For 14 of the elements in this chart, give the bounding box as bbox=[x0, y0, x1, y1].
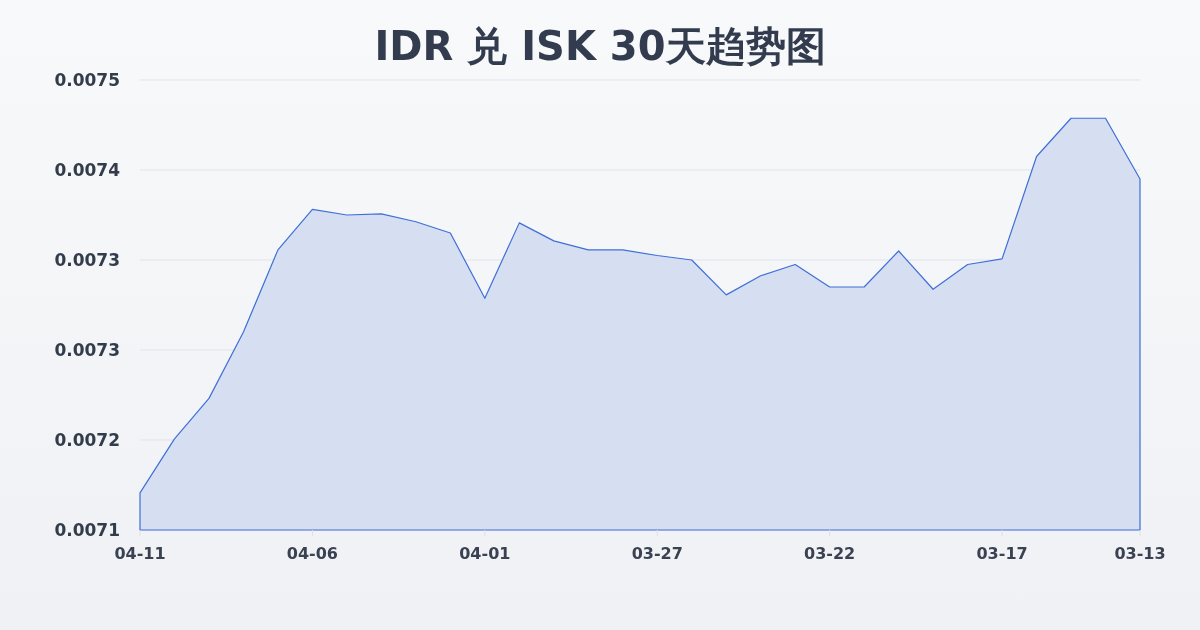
y-tick-label: 0.0071 bbox=[54, 520, 120, 540]
y-tick-label: 0.0074 bbox=[54, 160, 120, 180]
x-tick-label: 03-27 bbox=[631, 544, 683, 563]
x-tick-label: 03-22 bbox=[804, 544, 856, 563]
y-tick-label: 0.0075 bbox=[54, 70, 120, 90]
x-tick-label: 04-01 bbox=[459, 544, 511, 563]
x-tick-label: 03-17 bbox=[976, 544, 1028, 563]
x-tick-label: 04-11 bbox=[114, 544, 166, 563]
x-tick-label: 04-06 bbox=[286, 544, 338, 563]
x-tick-label: 03-13 bbox=[1114, 544, 1166, 563]
y-tick-label: 0.0073 bbox=[54, 250, 120, 270]
y-tick-label: 0.0073 bbox=[54, 340, 120, 360]
y-tick-label: 0.0072 bbox=[54, 430, 120, 450]
title: IDR 兑 ISK 30天趋势图 bbox=[374, 23, 826, 69]
